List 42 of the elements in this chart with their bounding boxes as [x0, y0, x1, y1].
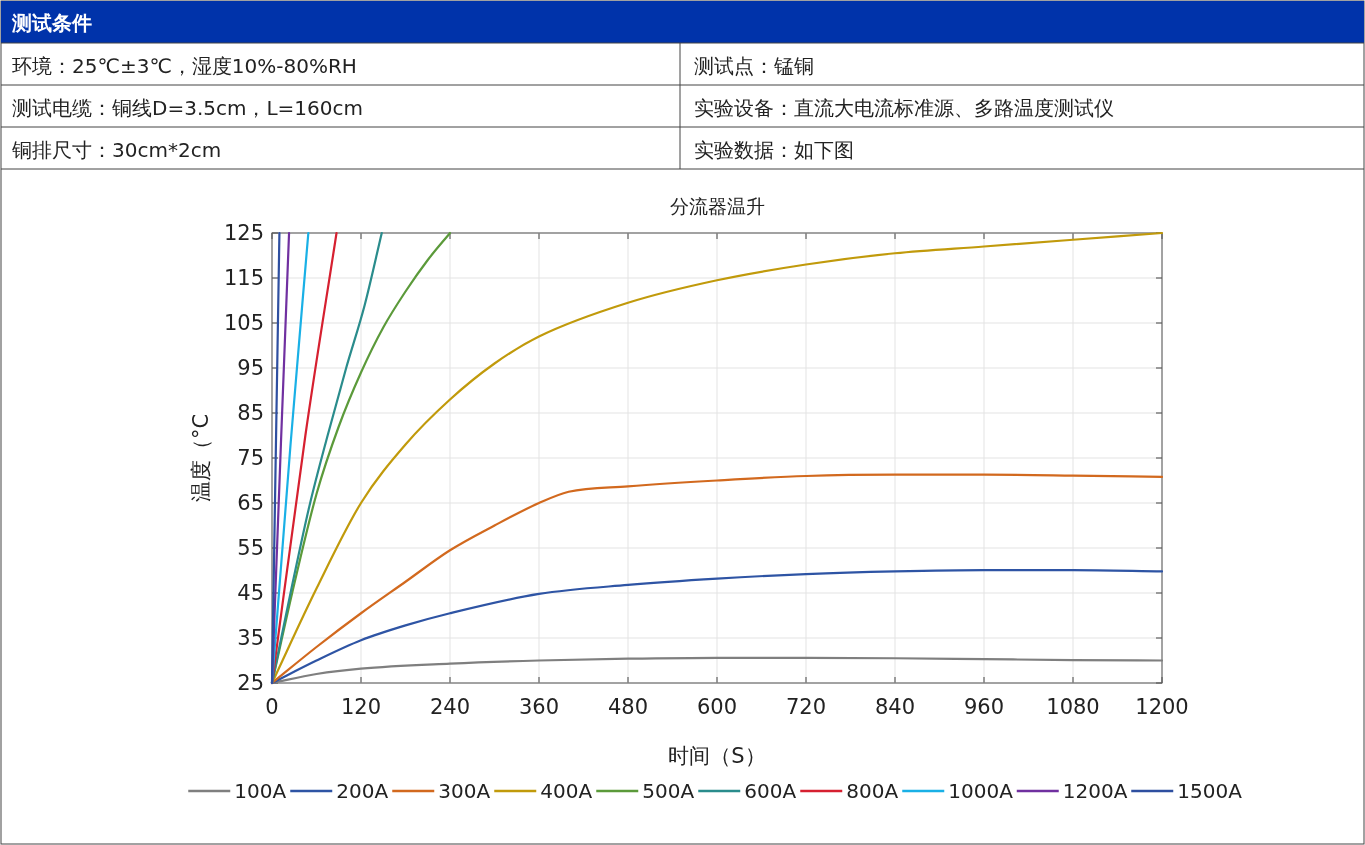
x-tick-label: 240	[429, 695, 471, 719]
text: 测试条件	[11, 11, 92, 35]
y-tick-label: 45	[237, 581, 264, 605]
x-tick-label: 1200	[1135, 695, 1189, 719]
y-tick-label: 115	[223, 266, 264, 290]
x-tick-label: 720	[785, 695, 827, 719]
legend-label: 200A	[336, 779, 389, 803]
y-tick-label: 65	[237, 491, 264, 515]
x-tick-label: 0	[265, 695, 279, 719]
legend-label: 500A	[642, 779, 695, 803]
y-tick-label: 35	[237, 626, 264, 650]
y-tick-label: 75	[237, 446, 264, 470]
text: 实验设备：直流大电流标准源、多路温度测试仪	[694, 96, 1114, 120]
y-tick-label: 95	[237, 356, 264, 380]
y-axis-title: 温度（°C	[189, 413, 213, 503]
x-tick-label: 360	[518, 695, 560, 719]
y-tick-label: 125	[223, 221, 264, 245]
text: 实验数据：如下图	[694, 138, 854, 162]
y-tick-label: 105	[223, 311, 264, 335]
text: 环境：25℃±3℃，湿度10%-80%RH	[12, 54, 357, 78]
x-axis-title: 时间（S）	[668, 744, 766, 768]
text: 测试电缆：铜线D=3.5cm，L=160cm	[12, 96, 363, 120]
y-tick-label: 55	[237, 536, 264, 560]
legend-label: 1000A	[948, 779, 1014, 803]
x-tick-label: 600	[696, 695, 738, 719]
y-tick-label: 85	[237, 401, 264, 425]
x-tick-label: 840	[874, 695, 916, 719]
legend-label: 400A	[540, 779, 593, 803]
text: 铜排尺寸：30cm*2cm	[11, 138, 222, 162]
legend-label: 1500A	[1177, 779, 1243, 803]
x-tick-label: 960	[963, 695, 1005, 719]
x-tick-label: 480	[607, 695, 649, 719]
legend-label: 600A	[744, 779, 797, 803]
legend-label: 300A	[438, 779, 491, 803]
legend-label: 800A	[846, 779, 899, 803]
x-tick-label: 1080	[1046, 695, 1100, 719]
x-tick-label: 120	[340, 695, 382, 719]
chart-title: 分流器温升	[669, 195, 765, 217]
text: 测试点：锰铜	[694, 54, 814, 78]
legend-label: 1200A	[1062, 779, 1128, 803]
legend-label: 100A	[234, 779, 287, 803]
y-tick-label: 25	[237, 671, 264, 695]
